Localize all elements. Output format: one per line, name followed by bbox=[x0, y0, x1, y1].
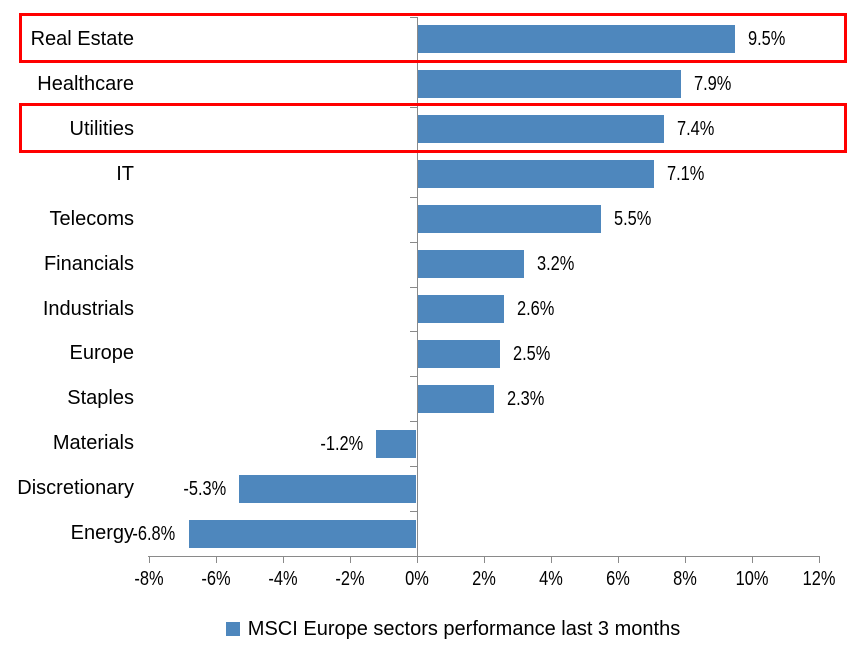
category-label-materials: Materials bbox=[52, 432, 134, 455]
value-axis-tick-label: 6% bbox=[605, 568, 630, 590]
value-axis-tick bbox=[215, 555, 217, 563]
data-label-discretionary: -5.3% bbox=[183, 477, 226, 500]
bar-it bbox=[416, 160, 655, 189]
category-axis-tick bbox=[410, 196, 417, 198]
category-label-real-estate: Real Estate bbox=[30, 28, 134, 50]
category-label-staples: Staples bbox=[67, 387, 134, 410]
data-label-energy: -6.8% bbox=[132, 522, 176, 545]
value-axis-tick-label: 10% bbox=[735, 568, 768, 590]
data-label-utilities: 7.4% bbox=[677, 118, 715, 141]
value-axis-tick bbox=[148, 555, 150, 563]
category-label-discretionary: Discretionary bbox=[17, 477, 134, 500]
category-axis-tick bbox=[410, 466, 417, 468]
data-label-europe: 2.5% bbox=[513, 342, 551, 365]
data-label-telecoms: 5.5% bbox=[613, 208, 652, 231]
value-axis-tick-label: 8% bbox=[672, 568, 697, 590]
bar-staples bbox=[416, 384, 494, 413]
value-axis-tick bbox=[617, 555, 619, 563]
category-axis-tick bbox=[410, 106, 417, 108]
value-axis-tick bbox=[550, 555, 552, 563]
bar-financials bbox=[416, 250, 524, 279]
value-axis-tick bbox=[282, 555, 284, 563]
value-axis-tick-label: 0% bbox=[404, 568, 429, 590]
value-axis-tick-label: -4% bbox=[267, 568, 298, 590]
data-label-industrials: 2.6% bbox=[516, 297, 554, 320]
category-label-financials: Financials bbox=[43, 252, 134, 275]
bar-energy bbox=[188, 519, 417, 548]
category-axis-line bbox=[416, 17, 418, 557]
category-label-telecoms: Telecoms bbox=[49, 207, 134, 230]
legend: MSCI Europe sectors performance last 3 m… bbox=[0, 614, 852, 644]
bar-materials bbox=[376, 429, 417, 458]
data-label-real-estate: 9.5% bbox=[747, 28, 786, 51]
category-label-healthcare: Healthcare bbox=[37, 72, 134, 95]
category-label-energy: Energy bbox=[70, 522, 134, 545]
value-axis-tick-label: -2% bbox=[334, 568, 365, 590]
category-axis-tick bbox=[410, 286, 417, 288]
highlight-box-real-estate bbox=[19, 13, 847, 64]
category-label-industrials: Industrials bbox=[42, 297, 134, 320]
value-axis-tick bbox=[349, 555, 351, 563]
value-axis-tick-label: -6% bbox=[200, 568, 231, 590]
value-axis-tick-label: 12% bbox=[802, 568, 835, 590]
data-label-financials: 3.2% bbox=[536, 253, 575, 276]
bar-europe bbox=[416, 339, 501, 368]
category-label-utilities: Utilities bbox=[69, 117, 134, 140]
category-axis-tick bbox=[410, 376, 417, 378]
value-axis-tick bbox=[684, 555, 686, 563]
category-axis-tick bbox=[410, 331, 417, 333]
legend-marker-icon bbox=[225, 622, 240, 636]
category-axis-tick bbox=[410, 511, 417, 513]
bar-healthcare bbox=[416, 70, 682, 99]
value-axis-tick bbox=[416, 555, 418, 563]
legend-label: MSCI Europe sectors performance last 3 m… bbox=[247, 617, 681, 640]
data-label-it: 7.1% bbox=[667, 163, 705, 186]
highlight-box-utilities bbox=[19, 102, 847, 154]
bar-industrials bbox=[416, 294, 504, 323]
value-axis-tick bbox=[818, 555, 820, 563]
category-axis-tick bbox=[410, 421, 417, 423]
category-axis-tick bbox=[410, 241, 417, 243]
category-label-europe: Europe bbox=[69, 342, 135, 365]
data-label-healthcare: 7.9% bbox=[694, 73, 732, 96]
value-axis-tick bbox=[483, 555, 485, 563]
value-axis-tick-label: 2% bbox=[471, 568, 496, 590]
category-axis-tick bbox=[410, 17, 417, 18]
data-label-materials: -1.2% bbox=[320, 432, 364, 455]
value-axis-tick-label: 4% bbox=[538, 568, 563, 590]
bar-telecoms bbox=[416, 205, 601, 234]
bar-discretionary bbox=[238, 474, 417, 503]
bar-utilities bbox=[416, 115, 665, 144]
data-label-staples: 2.3% bbox=[506, 387, 544, 410]
value-axis-tick-label: -8% bbox=[133, 568, 164, 590]
bar-real-estate bbox=[416, 25, 735, 54]
value-axis-tick bbox=[751, 555, 753, 563]
category-axis-tick bbox=[410, 556, 417, 558]
category-label-it: IT bbox=[116, 162, 134, 185]
